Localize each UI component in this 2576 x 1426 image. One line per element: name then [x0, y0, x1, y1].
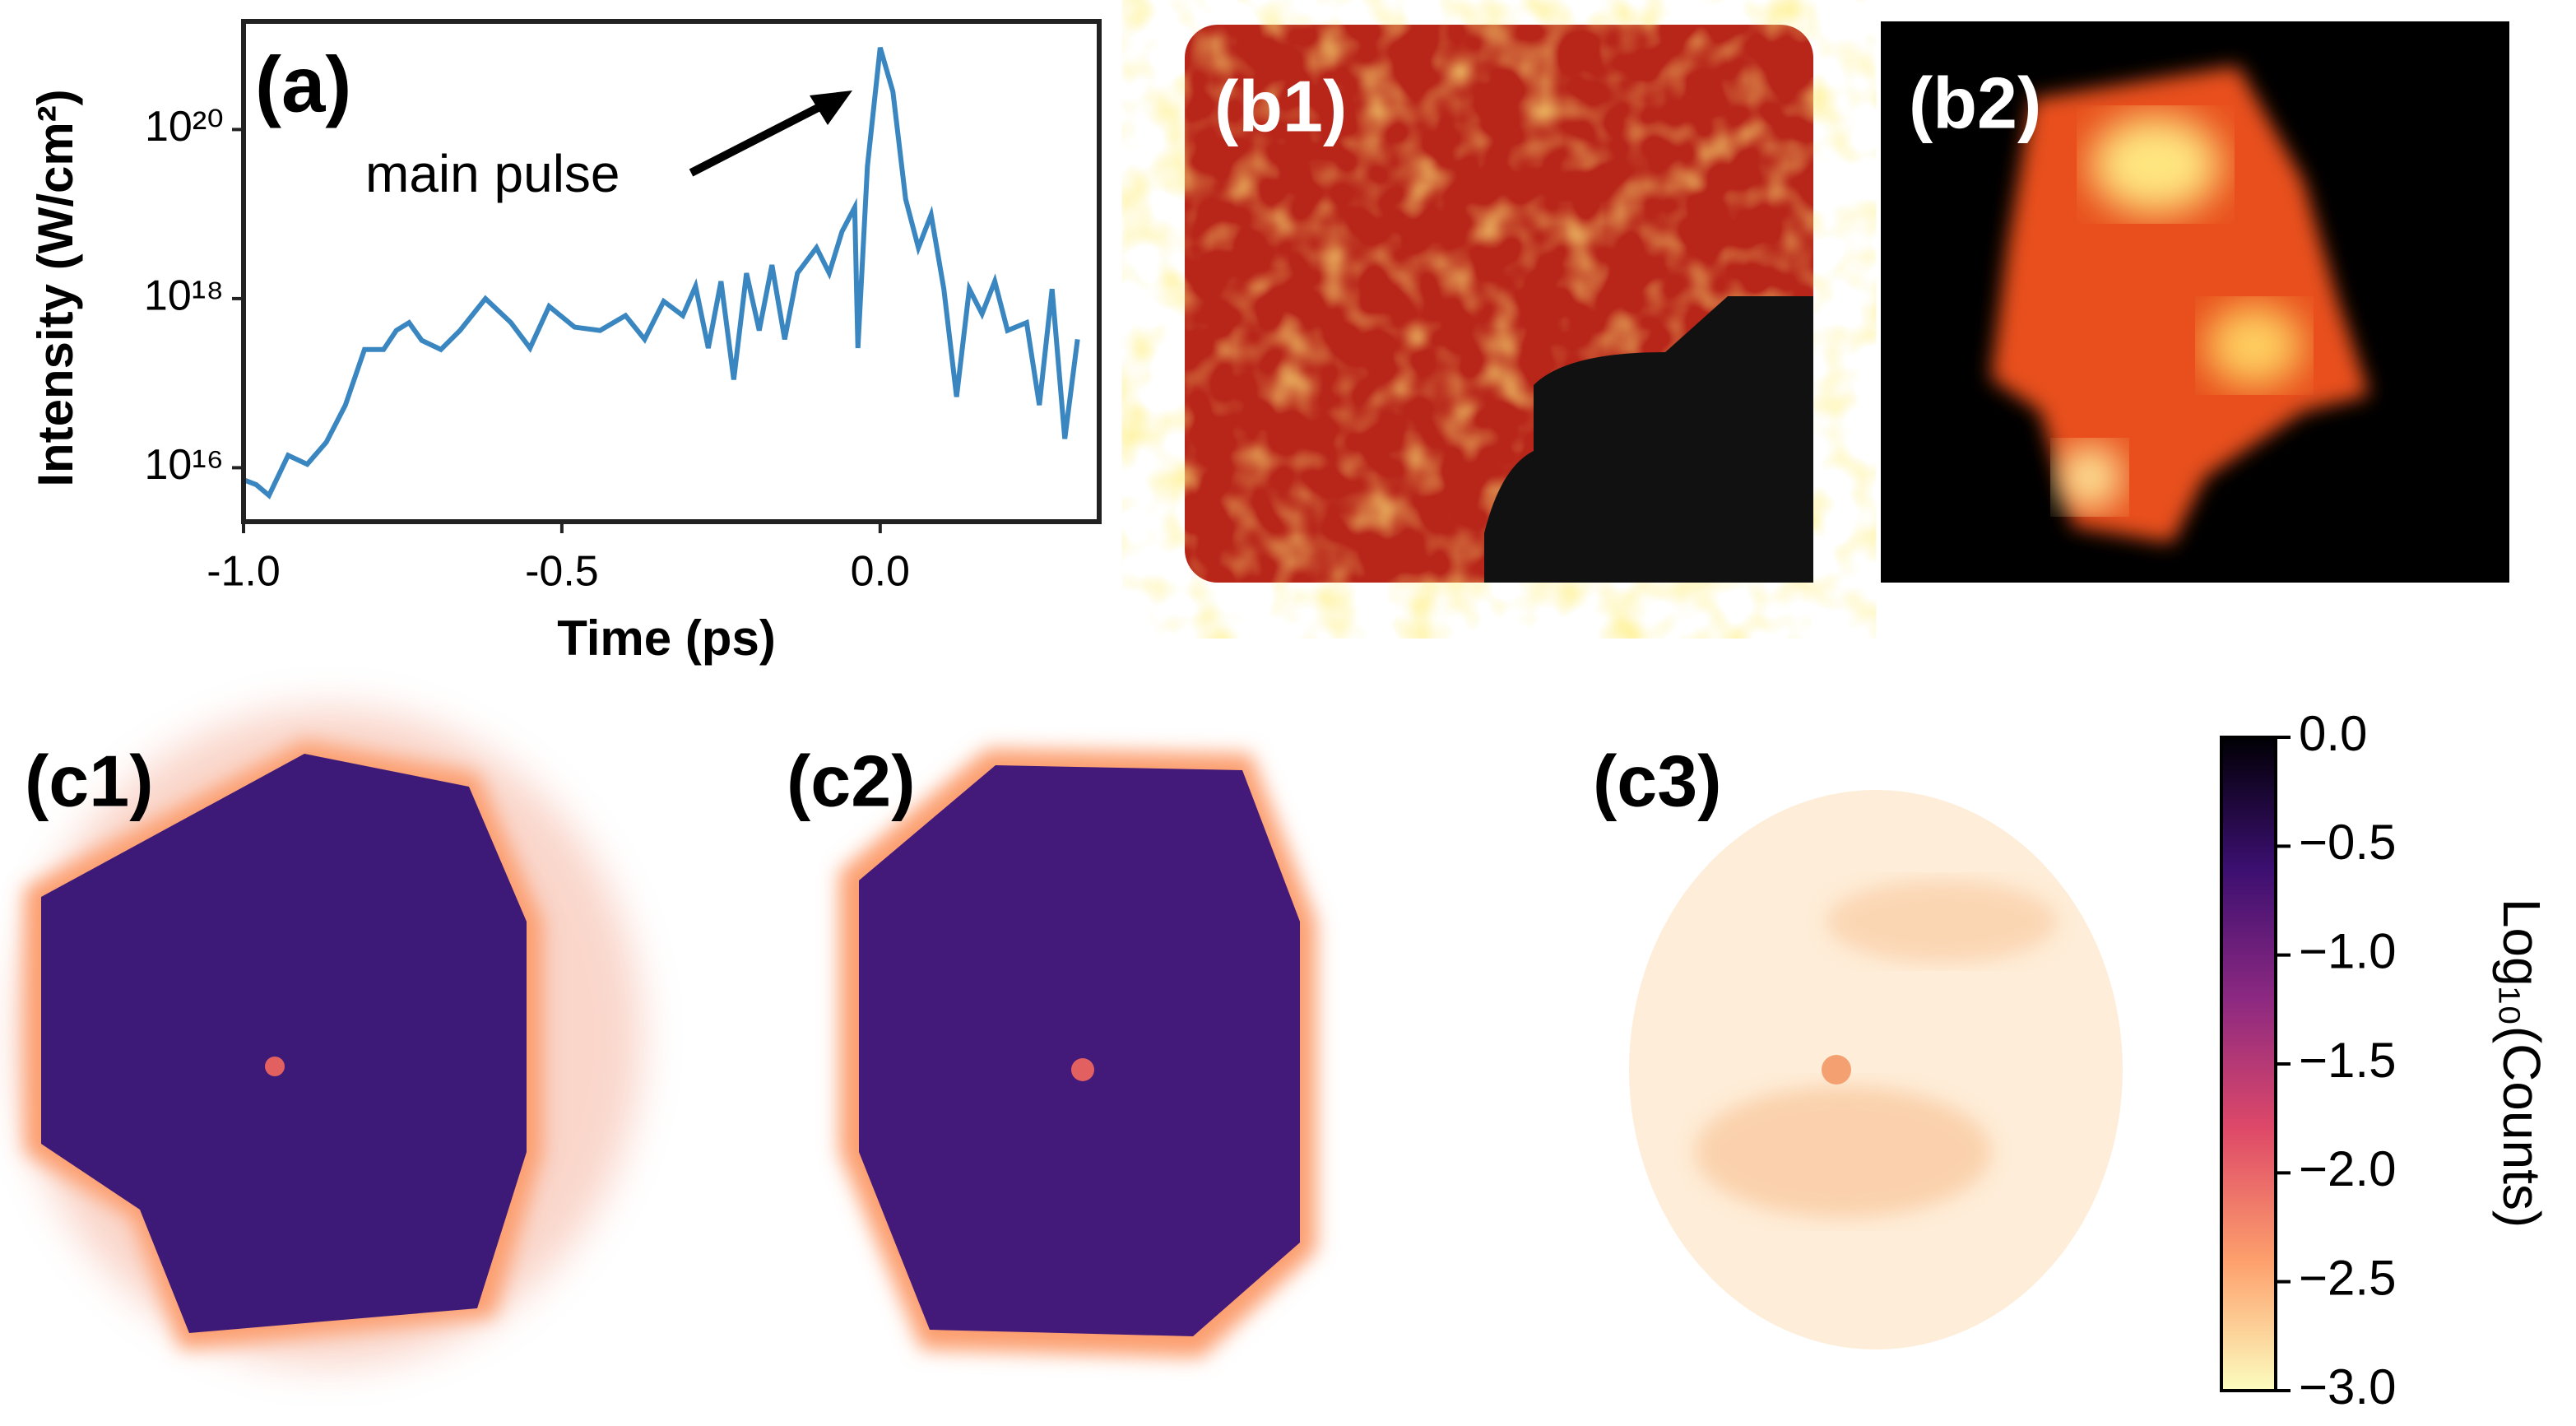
image-b1: [1185, 25, 1813, 583]
data-line: [242, 47, 1080, 499]
panel-label: (c3): [1593, 740, 1722, 821]
colorbar-tick-label: −1.0: [2299, 924, 2396, 979]
panel-label: (c2): [787, 740, 916, 821]
y-tick-label: 10²⁰: [145, 103, 224, 151]
y-axis-label: Intensity (W/cm²): [28, 89, 83, 486]
colorbar-tick-label: −3.0: [2299, 1359, 2396, 1414]
colorbar-tick-label: −0.5: [2299, 815, 2396, 870]
annotation: main pulse: [365, 144, 620, 203]
arrow: [689, 101, 825, 177]
colorbar-tick-label: −2.0: [2299, 1141, 2396, 1196]
x-tick-label: -0.5: [525, 548, 599, 596]
image-b2: [1881, 21, 2509, 583]
arrow-head: [810, 91, 852, 125]
panel-label: (b1): [1214, 65, 1347, 146]
panel-label: (b2): [1909, 62, 2041, 143]
panel-label: (a): [255, 40, 351, 128]
colorbar-tick-label: −2.5: [2299, 1251, 2396, 1306]
colorbar: [2220, 736, 2277, 1392]
x-axis-label: Time (ps): [557, 611, 776, 666]
y-tick-label: 10¹⁶: [144, 441, 224, 489]
image-c3: [1629, 790, 2123, 1349]
panel-label: (c1): [25, 740, 154, 821]
colorbar-tick-label: −1.5: [2299, 1033, 2396, 1088]
plot-frame: [241, 19, 1102, 524]
image-c1: [16, 708, 642, 1366]
x-tick-label: 0.0: [851, 548, 910, 596]
colorbar-label: Log₁₀(Counts): [2492, 899, 2551, 1228]
y-tick-label: 10¹⁸: [144, 272, 224, 320]
image-c2: [839, 749, 1316, 1358]
x-tick-label: -1.0: [207, 548, 281, 596]
colorbar-tick-label: 0.0: [2299, 706, 2367, 761]
